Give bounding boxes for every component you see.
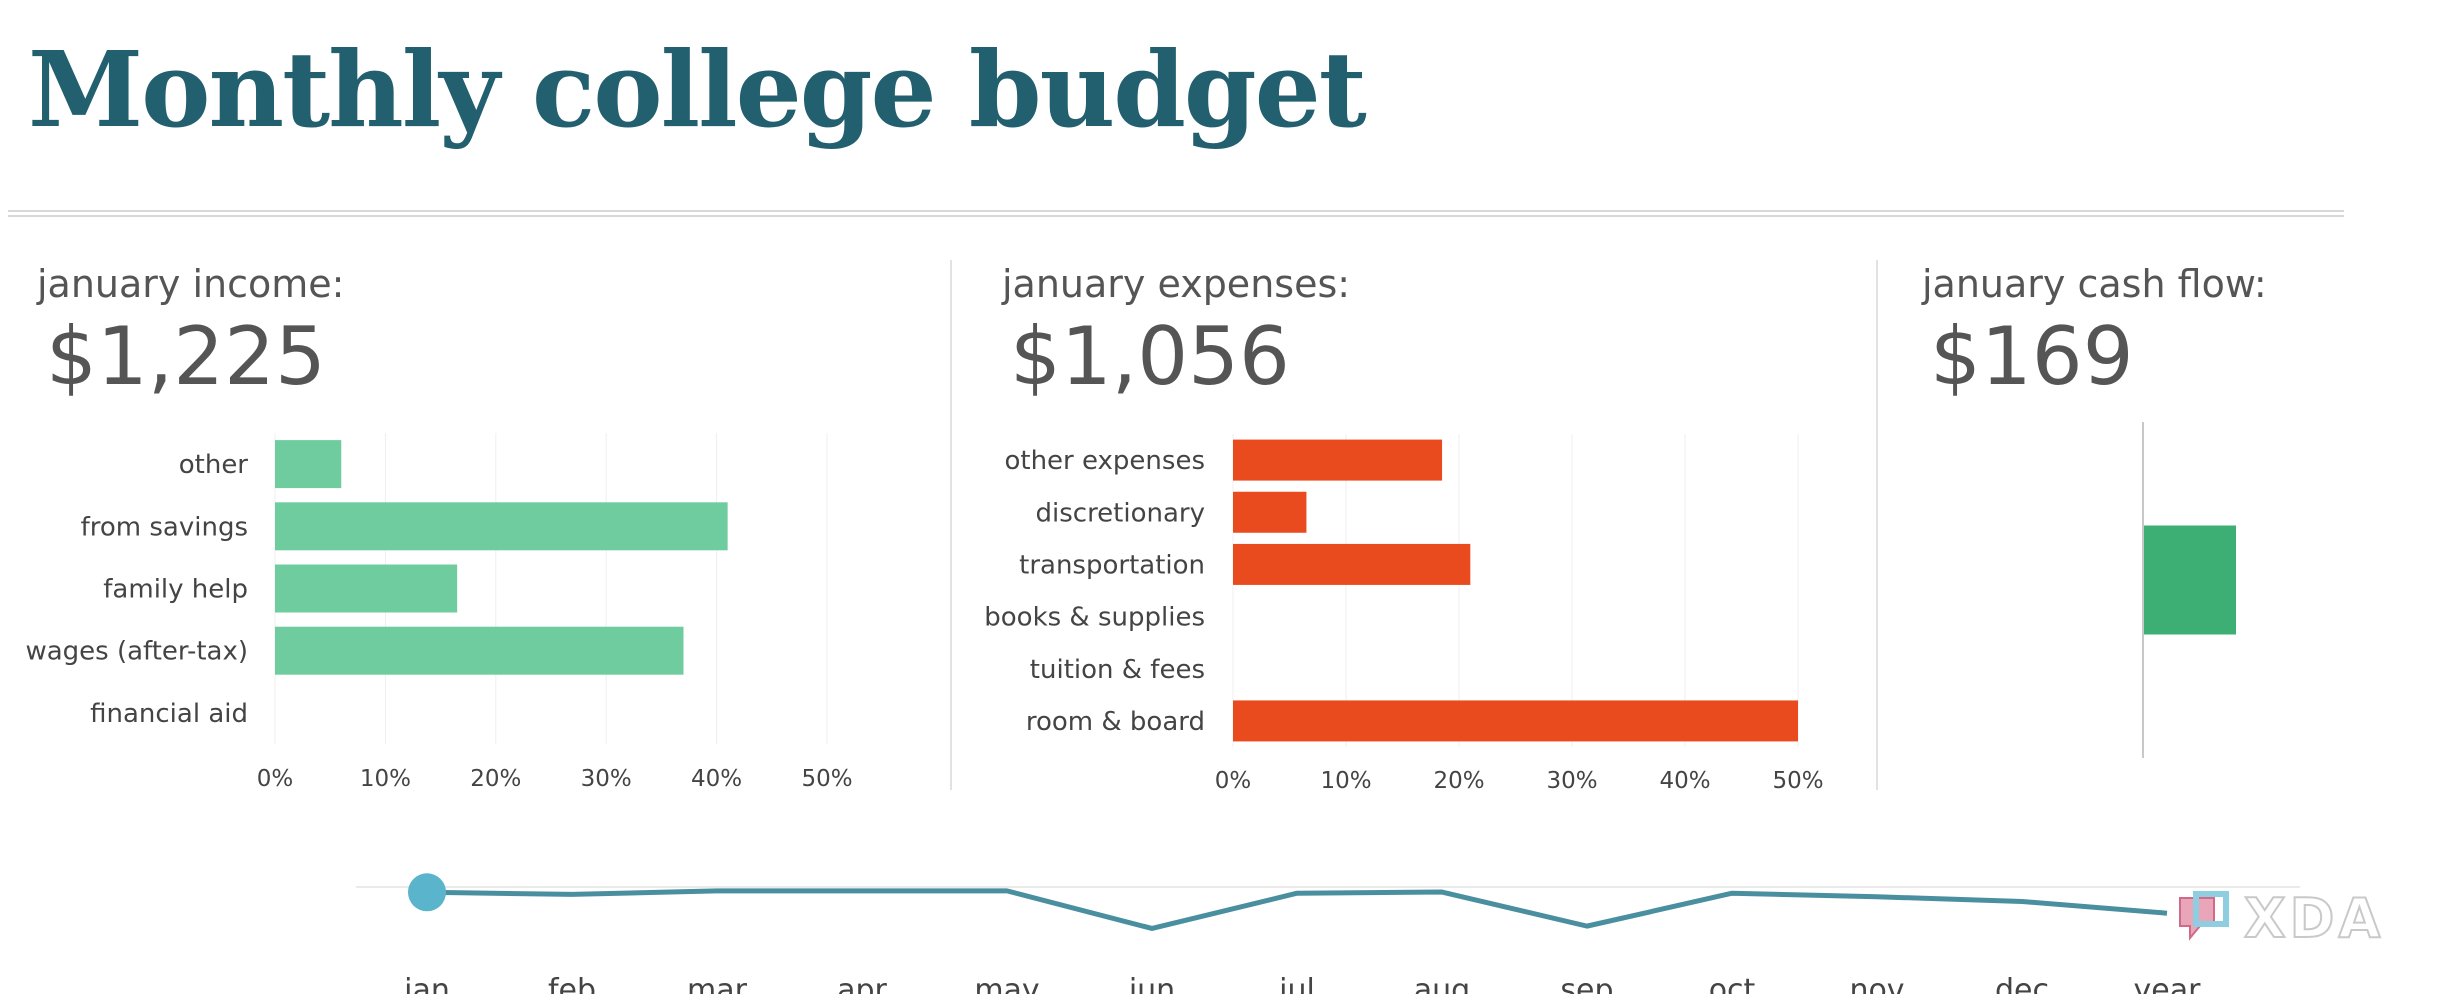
watermark-text: XDA — [2243, 887, 2385, 951]
month-label-apr: apr — [837, 973, 887, 994]
bar-wages-after-tax- — [275, 626, 684, 675]
x-tick-label: 50% — [801, 766, 852, 792]
bar-from-savings — [275, 502, 728, 551]
category-label: wages (after-tax) — [25, 637, 248, 667]
category-label: financial aid — [90, 699, 248, 729]
month-label-jan: jan — [403, 973, 450, 994]
month-label-jul: jul — [1278, 973, 1315, 994]
income-label: january income: — [37, 262, 345, 306]
panel-divider — [950, 260, 952, 790]
month-label-aug: aug — [1414, 973, 1470, 994]
x-tick-label: 30% — [1546, 768, 1597, 794]
month-label-may: may — [974, 973, 1039, 994]
x-tick-label: 0% — [257, 766, 294, 792]
bar-family-help — [275, 564, 458, 613]
watermark: XDA — [2176, 887, 2412, 951]
month-label-oct: oct — [1709, 973, 1756, 994]
category-label: discretionary — [1036, 498, 1206, 528]
x-tick-label: 40% — [691, 766, 742, 792]
x-tick-label: 30% — [581, 766, 632, 792]
title-divider — [8, 210, 2344, 212]
xda-logo-icon — [2179, 891, 2229, 941]
x-tick-label: 10% — [360, 766, 411, 792]
bar-room-board — [1233, 700, 1798, 742]
cashflow-bar — [2144, 525, 2236, 635]
category-label: transportation — [1019, 550, 1205, 580]
month-label-dec: dec — [1995, 973, 2049, 994]
category-label: other — [179, 450, 249, 480]
selected-month-marker[interactable] — [408, 873, 446, 912]
bar-other-expenses — [1233, 439, 1443, 481]
bar-discretionary — [1233, 491, 1307, 533]
page-title: Monthly college budget — [28, 28, 1367, 151]
category-label: family help — [103, 575, 248, 605]
expenses-label: january expenses: — [1002, 262, 1351, 306]
month-label-year: year — [2134, 973, 2202, 994]
income-total: $1,225 — [46, 310, 326, 403]
x-tick-label: 40% — [1659, 768, 1710, 794]
month-label-jun: jun — [1128, 973, 1175, 994]
category-label: books & supplies — [984, 603, 1205, 633]
x-tick-label: 0% — [1215, 768, 1252, 794]
month-label-nov: nov — [1849, 973, 1904, 994]
bar-other — [275, 440, 342, 489]
expenses-total: $1,056 — [1010, 310, 1290, 403]
category-label: from savings — [81, 512, 248, 542]
category-label: other expenses — [1004, 446, 1205, 476]
x-tick-label: 50% — [1772, 768, 1823, 794]
title-divider-second — [8, 215, 2344, 217]
category-label: room & board — [1026, 707, 1205, 737]
trend-line — [426, 888, 2168, 931]
month-label-sep: sep — [1560, 973, 1613, 994]
x-tick-label: 20% — [470, 766, 521, 792]
cashflow-total: $169 — [1930, 310, 2134, 403]
month-label-feb: feb — [548, 973, 596, 994]
category-label: tuition & fees — [1030, 655, 1205, 685]
x-tick-label: 10% — [1320, 768, 1371, 794]
cashflow-label: january cash flow: — [1922, 262, 2267, 306]
bar-transportation — [1233, 543, 1471, 585]
panel-divider — [1876, 260, 1878, 790]
month-label-mar: mar — [687, 973, 748, 994]
x-tick-label: 20% — [1433, 768, 1484, 794]
